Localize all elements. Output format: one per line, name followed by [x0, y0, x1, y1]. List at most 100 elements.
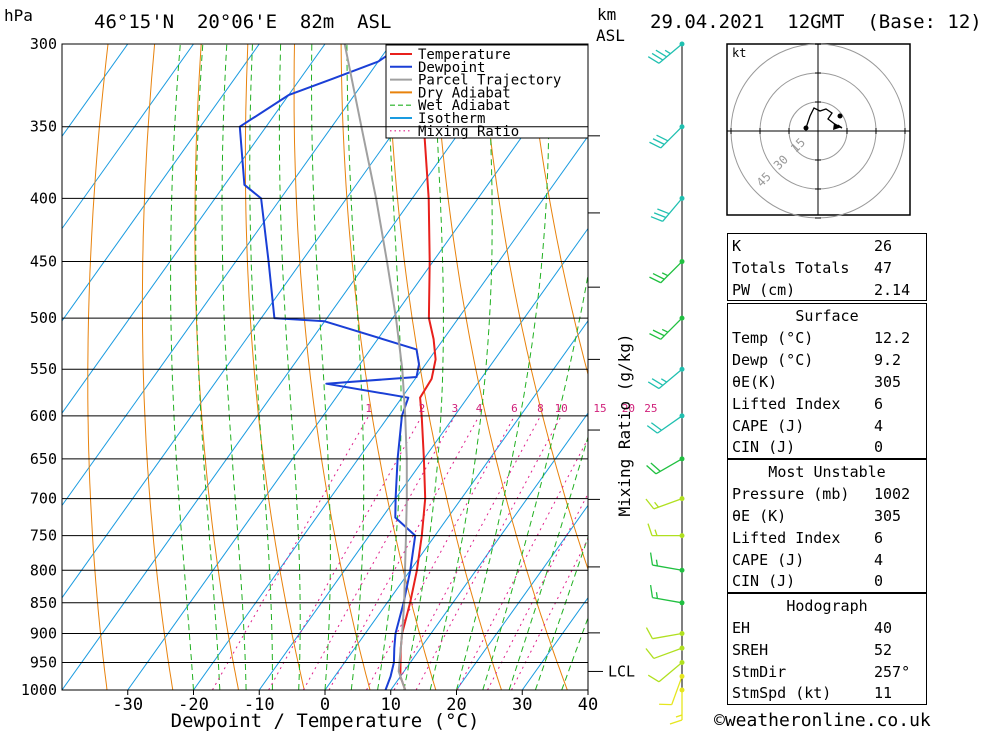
mixing-ratio-axis-label: Mixing Ratio (g/kg) [615, 333, 634, 516]
wind-barb-flag [656, 134, 669, 142]
wind-barbs [645, 41, 685, 725]
dewpoint-line [238, 44, 420, 690]
y-tick-label: 900 [30, 624, 57, 642]
legend-label: Dewpoint [418, 60, 485, 76]
wind-barb-dot [679, 600, 685, 606]
wind-barb [646, 456, 685, 475]
index-row: Lifted Index 6 [732, 395, 884, 413]
y-tick-label: 550 [30, 360, 57, 378]
index-row: Pressure (mb) 1002 [732, 485, 911, 503]
wet-adiabat-line [534, 535, 588, 690]
dry-adiabat-line [480, 44, 588, 571]
hodograph-unit-label: kt [732, 46, 746, 60]
x-tick-label: 30 [512, 695, 532, 715]
isotherm-line [62, 44, 260, 322]
legend-label: Isotherm [418, 111, 485, 127]
wind-barb-dot [679, 195, 685, 201]
index-row: SREH 52 [732, 641, 893, 659]
isotherm-line [62, 44, 457, 599]
wind-barb-flag [652, 138, 665, 145]
wind-barb-dot [679, 673, 685, 679]
indices-panel: K 26 Totals Totals 47 PW (cm) 2.14 Surface … [727, 233, 927, 705]
wind-barb-flag [657, 208, 670, 215]
wind-barb-half-flag [661, 272, 669, 277]
copyright-link[interactable]: ©weatheronline.co.uk [714, 710, 931, 731]
wet-adiabat-line [221, 44, 247, 690]
wind-barb-half-flag [675, 714, 683, 718]
dry-adiabat-line [994, 44, 1000, 690]
wet-adiabat-line [456, 44, 550, 690]
location-title: 46°15'N 20°06'E 82m ASL [94, 11, 391, 33]
wet-adiabat-line [195, 44, 221, 690]
wind-barb-flag [649, 552, 654, 566]
wind-barb-flag [651, 378, 664, 386]
wind-barb-flag [669, 719, 683, 725]
wind-barb [649, 315, 685, 340]
dry-adiabat-line [947, 44, 1000, 690]
dry-adiabat-line [293, 44, 371, 690]
wind-barb [645, 645, 685, 660]
most-unstable-title: Most Unstable [768, 463, 886, 481]
x-tick-label: -30 [112, 695, 143, 715]
wind-barb-dot [679, 687, 685, 693]
wind-barb-flag [649, 276, 662, 284]
isotherm-line [127, 44, 588, 690]
surface-indices-box: Surface Temp (°C) 12.2 Dewp (°C) 9.2 θE(K)… [727, 303, 927, 459]
mixing-ratio-line [366, 415, 515, 690]
wind-barb [649, 259, 685, 284]
wind-barb-flag [655, 49, 668, 58]
isotherm-line [62, 44, 194, 230]
dry-adiabat-line [527, 44, 588, 377]
wind-barb [649, 552, 685, 573]
index-row: StmDir 257° [732, 663, 911, 681]
y-tick-label: 800 [30, 561, 57, 579]
wind-barb [647, 366, 685, 390]
mixing-ratio-line [268, 415, 423, 690]
plot-frame [61, 43, 589, 691]
index-row: CAPE (J) 4 [732, 417, 884, 435]
mixing-ratio-tick-label: 1 [365, 402, 372, 415]
mixing-ratio-line [456, 437, 588, 690]
wind-barb-dot [679, 259, 685, 265]
index-row: EH 40 [732, 619, 893, 637]
y-tick-label: 350 [30, 118, 57, 136]
dry-adiabat-line [244, 44, 305, 690]
mixing-ratio-tick-label: 4 [476, 402, 483, 415]
wind-barb-staff [662, 197, 683, 222]
wind-barb-dot [679, 496, 685, 502]
y-tick-label: 700 [30, 490, 57, 508]
index-row: CIN (J) 0 [732, 572, 884, 590]
wind-barb-flag [646, 464, 657, 475]
dry-adiabat-line [141, 44, 174, 690]
wind-barb-flag [649, 584, 654, 598]
wet-adiabat-line [249, 44, 273, 690]
wind-barb [645, 496, 685, 510]
isotherm-line [193, 135, 588, 690]
y-tick-label: 600 [30, 407, 57, 425]
wind-barb-half-flag [661, 328, 669, 333]
index-row: CAPE (J) 4 [732, 551, 884, 569]
index-row: StmSpd (kt) 11 [732, 684, 893, 702]
x-tick-label: 0 [320, 695, 330, 715]
mixing-ratio-tick-label: 25 [644, 402, 657, 415]
wind-barb-flag [650, 216, 663, 222]
wind-barb [650, 195, 685, 222]
lcl-label: LCL [608, 662, 635, 680]
isotherm-line [456, 504, 588, 690]
isotherm-line [62, 44, 523, 690]
wind-barb-flag [652, 272, 665, 280]
wind-barb-flag [647, 381, 660, 390]
wind-barb-dot [679, 41, 685, 47]
y-tick-label: 450 [30, 253, 57, 271]
wind-barb [647, 41, 685, 64]
wind-barb [659, 673, 685, 706]
wet-adiabat-line [482, 272, 588, 690]
legend-box [385, 44, 589, 139]
y-tick-label: 500 [30, 309, 57, 327]
wind-barb-half-flag [655, 592, 659, 599]
wet-adiabat-line [429, 44, 493, 690]
legend-label: Temperature [418, 47, 511, 63]
wind-barb-flag [645, 648, 655, 659]
